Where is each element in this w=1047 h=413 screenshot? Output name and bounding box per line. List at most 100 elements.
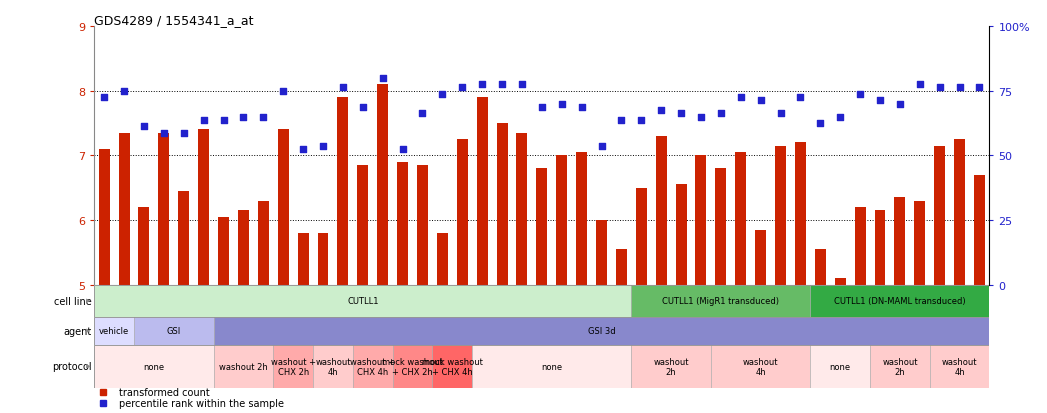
Point: [632, 117, 649, 124]
Bar: [118, 133, 130, 413]
Text: washout
4h: washout 4h: [315, 357, 351, 376]
Point: [653, 107, 670, 114]
Bar: [472, 345, 631, 388]
Bar: [476, 98, 488, 413]
Point: [354, 104, 371, 111]
Point: [433, 91, 450, 98]
Bar: [377, 85, 388, 413]
Text: washout
4h: washout 4h: [743, 357, 778, 376]
Text: GDS4289 / 1554341_a_at: GDS4289 / 1554341_a_at: [94, 14, 253, 27]
Bar: [974, 176, 985, 413]
Bar: [94, 345, 214, 388]
Bar: [317, 233, 329, 413]
Text: none: none: [541, 362, 562, 371]
Bar: [711, 345, 810, 388]
Text: washout
2h: washout 2h: [883, 357, 917, 376]
Bar: [214, 345, 273, 388]
Bar: [456, 140, 468, 413]
Point: [574, 104, 591, 111]
Point: [892, 101, 909, 108]
Bar: [735, 153, 747, 413]
Point: [932, 85, 949, 91]
Point: [235, 114, 252, 121]
Point: [175, 130, 192, 137]
Bar: [238, 211, 249, 413]
Bar: [393, 345, 432, 388]
Point: [553, 101, 570, 108]
Text: CUTLL1 (DN-MAML transduced): CUTLL1 (DN-MAML transduced): [834, 297, 965, 306]
Text: cell line: cell line: [53, 296, 91, 306]
Bar: [353, 345, 393, 388]
Bar: [810, 345, 870, 388]
Point: [295, 146, 312, 153]
Bar: [616, 249, 627, 413]
Text: none: none: [143, 362, 164, 371]
Bar: [715, 169, 727, 413]
Text: mock washout
+ CHX 2h: mock washout + CHX 2h: [382, 357, 443, 376]
Bar: [437, 233, 448, 413]
Point: [334, 85, 351, 91]
Point: [375, 75, 392, 82]
Text: transformed count: transformed count: [119, 387, 210, 397]
Point: [614, 117, 630, 124]
Point: [593, 143, 609, 150]
Bar: [357, 166, 369, 413]
Point: [951, 85, 967, 91]
Point: [135, 123, 153, 130]
Point: [673, 111, 690, 117]
Bar: [178, 192, 190, 413]
Text: percentile rank within the sample: percentile rank within the sample: [119, 399, 285, 408]
Point: [832, 114, 849, 121]
Point: [115, 88, 132, 95]
Bar: [198, 130, 209, 413]
Bar: [755, 230, 766, 413]
Bar: [496, 123, 508, 413]
Text: GSI: GSI: [166, 327, 181, 335]
Bar: [134, 317, 214, 345]
Point: [274, 88, 291, 95]
Bar: [94, 285, 631, 317]
Bar: [397, 162, 408, 413]
Bar: [277, 130, 289, 413]
Point: [195, 117, 211, 124]
Point: [494, 82, 511, 88]
Bar: [675, 185, 687, 413]
Bar: [258, 201, 269, 413]
Point: [972, 85, 988, 91]
Point: [752, 98, 768, 104]
Point: [255, 114, 272, 121]
Point: [96, 95, 112, 101]
Point: [792, 95, 808, 101]
Text: washout +
CHX 4h: washout + CHX 4h: [351, 357, 395, 376]
Bar: [695, 156, 707, 413]
Point: [911, 82, 929, 88]
Bar: [516, 133, 528, 413]
Text: CUTLL1: CUTLL1: [347, 297, 379, 306]
Bar: [870, 345, 930, 388]
Text: none: none: [829, 362, 851, 371]
Bar: [417, 166, 428, 413]
Bar: [655, 137, 667, 413]
Bar: [94, 317, 134, 345]
Point: [812, 120, 829, 127]
Bar: [795, 143, 806, 413]
Point: [533, 104, 551, 111]
Bar: [834, 279, 846, 413]
Point: [473, 82, 490, 88]
Bar: [556, 156, 567, 413]
Point: [514, 82, 531, 88]
Point: [852, 91, 869, 98]
Bar: [536, 169, 548, 413]
Text: washout 2h: washout 2h: [219, 362, 268, 371]
Bar: [934, 146, 945, 413]
Bar: [596, 221, 607, 413]
Text: protocol: protocol: [52, 361, 91, 371]
Bar: [576, 153, 587, 413]
Text: agent: agent: [63, 326, 91, 336]
Point: [712, 111, 729, 117]
Bar: [631, 285, 810, 317]
Point: [733, 95, 750, 101]
Point: [773, 111, 789, 117]
Point: [453, 85, 470, 91]
Bar: [432, 345, 472, 388]
